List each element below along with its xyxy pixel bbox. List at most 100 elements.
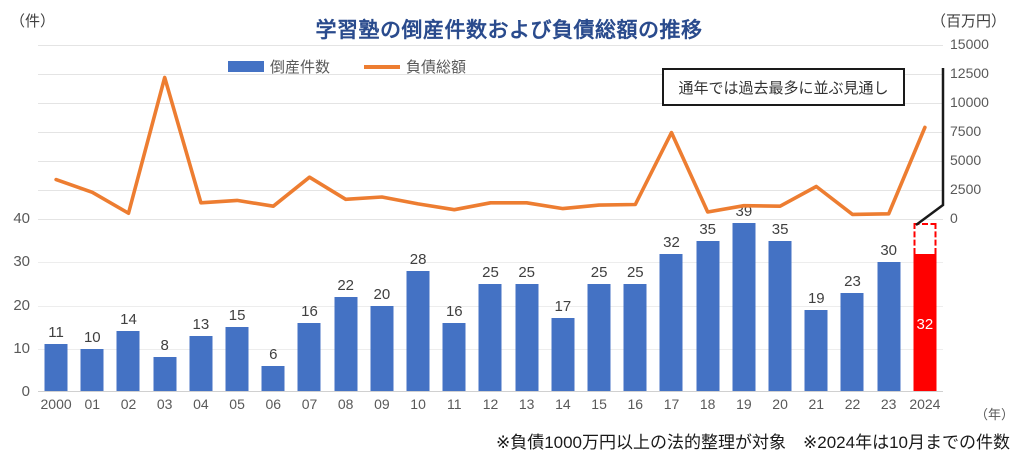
bar[interactable]	[551, 318, 575, 392]
bar-slot[interactable]: 30	[871, 45, 907, 392]
bar-slot[interactable]: 16	[291, 45, 327, 392]
bar[interactable]	[406, 270, 430, 392]
right-axis-tick-label: 10000	[950, 94, 989, 110]
chart-legend: 倒産件数 負債総額	[228, 56, 466, 77]
bar[interactable]	[478, 283, 502, 392]
bar[interactable]	[189, 335, 213, 392]
bar[interactable]	[80, 348, 104, 392]
projection-outline	[913, 223, 937, 254]
bar[interactable]	[261, 366, 285, 392]
left-axis-tick-label: 10	[13, 339, 30, 357]
gridline	[38, 74, 943, 75]
bar-slot[interactable]: 10	[74, 45, 110, 392]
bar-value-label: 19	[807, 289, 825, 307]
x-axis-tick-label: 2000	[40, 396, 72, 412]
bar-slot[interactable]: 25	[581, 45, 617, 392]
bar[interactable]	[659, 253, 683, 392]
legend-item-bars: 倒産件数	[228, 56, 330, 77]
x-axis-tick-label: 16	[627, 396, 644, 412]
bar-slot[interactable]: 28	[400, 45, 436, 392]
bar[interactable]	[334, 296, 358, 392]
legend-line-label: 負債総額	[406, 59, 467, 76]
bar[interactable]	[515, 283, 539, 392]
x-axis-tick-label: 11	[447, 396, 462, 412]
bar-slot[interactable]: 25	[472, 45, 508, 392]
right-axis-tick-label: 12500	[950, 65, 989, 81]
bar[interactable]	[370, 305, 394, 392]
legend-bar-label: 倒産件数	[270, 59, 331, 76]
bar-value-label: 14	[120, 311, 137, 329]
bar[interactable]	[877, 262, 901, 392]
bar-value-label: 10	[83, 328, 101, 346]
bar-value-label: 16	[445, 302, 463, 320]
right-axis-tick-label: 0	[950, 210, 958, 226]
bar[interactable]	[768, 240, 792, 392]
gridline	[38, 219, 943, 220]
bar-value-label: 16	[301, 302, 318, 320]
bar[interactable]	[732, 223, 756, 392]
x-axis-tick-label: 17	[663, 396, 680, 412]
bar[interactable]	[623, 283, 647, 392]
bar-value-label: 28	[409, 250, 427, 268]
x-axis-tick-label: 04	[193, 396, 209, 412]
bar-slot[interactable]: 16	[436, 45, 472, 392]
x-axis-tick-label: 12	[482, 396, 499, 412]
left-axis-unit: （件）	[10, 13, 56, 30]
x-axis-tick-label: 06	[265, 396, 282, 412]
bar-slot[interactable]: 15	[219, 45, 255, 392]
x-axis-tick-label: 14	[555, 396, 571, 412]
bar[interactable]	[696, 240, 720, 392]
x-axis-tick-label: 13	[518, 396, 535, 412]
bar-value-label: 8	[160, 337, 169, 355]
bar-slot[interactable]: 6	[255, 45, 291, 392]
bar-slot[interactable]: 8	[147, 45, 183, 392]
x-axis-tick-label: 02	[120, 396, 137, 412]
bar-slot[interactable]: 35	[690, 45, 726, 392]
x-axis-tick-label: 08	[337, 396, 354, 412]
bar[interactable]	[442, 322, 466, 392]
bar-slot[interactable]: 25	[617, 45, 653, 392]
bar-value-label: 13	[192, 315, 210, 333]
bar-value-label: 15	[228, 307, 246, 325]
bar-value-label: 20	[373, 285, 391, 303]
x-axis-labels: 2000 01 02 03 04 05 06 07 08 09 10 11 12 13 14 15 16 17 18…	[38, 396, 943, 416]
bar-slot[interactable]: 32	[907, 45, 943, 392]
x-axis-tick-label: 2024	[909, 396, 941, 412]
bar-value-label: 23	[844, 272, 861, 290]
bar-slot[interactable]: 25	[509, 45, 545, 392]
gridline	[38, 45, 943, 46]
bar-value-label: 32	[663, 233, 680, 251]
bar-highlight[interactable]	[913, 253, 937, 392]
bar[interactable]	[225, 327, 249, 392]
bar[interactable]	[587, 283, 611, 392]
bar-slot[interactable]: 13	[183, 45, 219, 392]
bar[interactable]	[116, 331, 140, 392]
gridline-minor	[38, 262, 943, 264]
bar[interactable]	[153, 357, 177, 392]
bar-slot[interactable]: 20	[364, 45, 400, 392]
bar-value-label: 22	[337, 276, 355, 294]
bar[interactable]	[840, 292, 864, 392]
x-axis-tick-label: 19	[736, 396, 752, 412]
bar-slot[interactable]: 35	[762, 45, 798, 392]
bar[interactable]	[44, 344, 68, 392]
bar-slot[interactable]: 32	[653, 45, 689, 392]
right-axis-unit: （百万円）	[930, 13, 1006, 30]
bar-slot[interactable]: 17	[545, 45, 581, 392]
bar-slot[interactable]: 22	[328, 45, 364, 392]
bar-value-label: 6	[269, 346, 278, 364]
bar[interactable]	[297, 322, 321, 392]
plot-area: 0 10 20 30 40 0 2500 5000 7500 10000 12500 15000 1…	[13, 36, 989, 400]
bar-slot[interactable]: 19	[798, 45, 834, 392]
bar-slot[interactable]: 14	[110, 45, 146, 392]
bar-slot[interactable]: 23	[834, 45, 870, 392]
x-axis-tick-label: 03	[156, 396, 173, 412]
bar-value-label: 35	[771, 220, 789, 238]
right-axis-tick-label: 7500	[950, 123, 982, 139]
left-axis-tick-label: 20	[13, 296, 30, 314]
bar[interactable]	[804, 309, 828, 392]
x-axis-tick-label: 15	[591, 396, 607, 412]
bar-value-label: 35	[699, 220, 717, 238]
bar-slot[interactable]: 11	[38, 45, 74, 392]
legend-line-swatch	[364, 64, 401, 69]
